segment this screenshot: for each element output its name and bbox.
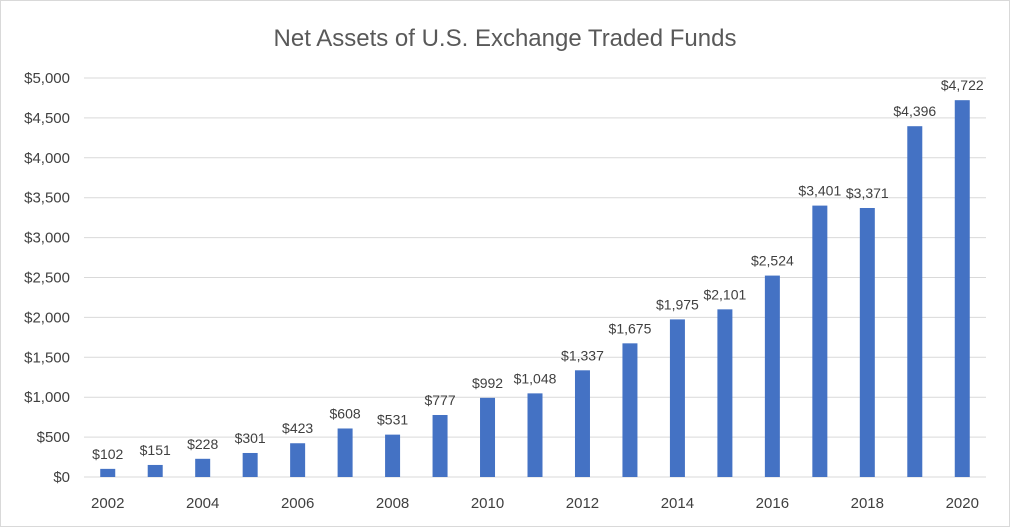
bar-2005: [242, 452, 258, 477]
bar-2015: [717, 309, 733, 477]
bar-2010: [480, 397, 496, 477]
bar-2011: [527, 393, 543, 477]
y-tick-label: $5,000: [24, 70, 70, 87]
bar-2007: [337, 428, 353, 477]
data-label-2013: $1,675: [609, 320, 652, 336]
data-label-2015: $2,101: [703, 286, 746, 302]
bar-2014: [669, 319, 685, 477]
bar-2020: [954, 100, 970, 478]
data-label-2008: $531: [377, 412, 408, 428]
y-tick-label: $0: [53, 469, 70, 486]
bars: [100, 100, 970, 478]
data-label-2005: $301: [235, 430, 266, 446]
y-tick-label: $1,500: [24, 349, 70, 366]
bar-2008: [385, 434, 401, 477]
chart-title: Net Assets of U.S. Exchange Traded Funds: [274, 25, 737, 52]
data-label-2007: $608: [330, 405, 361, 421]
bar-2009: [432, 414, 448, 477]
gridlines: [84, 77, 986, 478]
bar-2006: [290, 443, 306, 477]
data-label-2002: $102: [92, 446, 123, 462]
y-axis-ticks: $0 $500 $1,000 $1,500 $2,000 $2,500 $3,000 $3,5…: [24, 70, 70, 486]
y-tick-label: $4,000: [24, 150, 70, 167]
bar-2013: [622, 343, 638, 477]
x-tick-label: 2006: [281, 495, 314, 512]
data-label-2010: $992: [472, 375, 503, 391]
data-label-2019: $4,396: [893, 103, 936, 119]
bar-2003: [147, 464, 163, 477]
bar-2019: [907, 126, 923, 477]
x-tick-label: 2010: [471, 495, 504, 512]
data-label-2020: $4,722: [941, 77, 984, 93]
bar-2002: [100, 468, 116, 477]
x-tick-label: 2020: [946, 495, 979, 512]
data-label-2011: $1,048: [514, 370, 557, 386]
y-tick-label: $1,000: [24, 389, 70, 406]
x-tick-label: 2012: [566, 495, 599, 512]
data-labels: $102 $151 $228 $301 $423 $608 $531 $777 $992 $1,0…: [92, 77, 984, 462]
data-label-2018: $3,371: [846, 185, 889, 201]
data-label-2003: $151: [140, 442, 171, 458]
y-tick-label: $2,000: [24, 309, 70, 326]
bar-2012: [574, 370, 590, 477]
x-tick-label: 2004: [186, 495, 219, 512]
x-tick-label: 2016: [756, 495, 789, 512]
data-label-2017: $3,401: [798, 183, 841, 199]
bar-2017: [812, 205, 828, 477]
x-axis-ticks: 2002 2004 2006 2008 2010 2012 2014 2016 2018 2020: [91, 495, 979, 512]
data-label-2006: $423: [282, 420, 313, 436]
bar-2018: [859, 207, 875, 477]
y-tick-label: $2,500: [24, 270, 70, 287]
y-tick-label: $500: [37, 429, 70, 446]
x-tick-label: 2018: [851, 495, 884, 512]
bar-2016: [764, 275, 780, 477]
x-tick-label: 2002: [91, 495, 124, 512]
x-tick-label: 2014: [661, 495, 694, 512]
data-label-2004: $228: [187, 436, 218, 452]
bar-2004: [195, 458, 211, 477]
data-label-2012: $1,337: [561, 347, 604, 363]
x-tick-label: 2008: [376, 495, 409, 512]
y-tick-label: $4,500: [24, 110, 70, 127]
data-label-2016: $2,524: [751, 253, 794, 269]
y-tick-label: $3,000: [24, 230, 70, 247]
y-tick-label: $3,500: [24, 190, 70, 207]
data-label-2009: $777: [424, 392, 455, 408]
data-label-2014: $1,975: [656, 296, 699, 312]
